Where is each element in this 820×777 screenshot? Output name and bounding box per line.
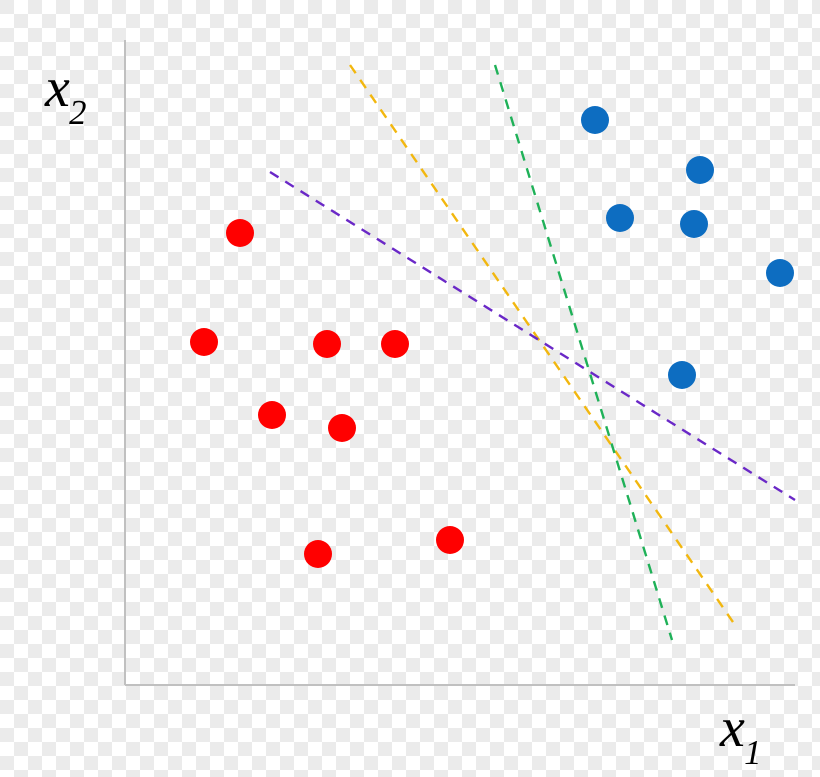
point-blue <box>680 210 708 238</box>
separating-lines <box>270 65 795 640</box>
figure-root: x2 x1 <box>0 0 820 777</box>
point-red <box>304 540 332 568</box>
point-red <box>381 330 409 358</box>
y-axis-label: x2 <box>45 60 87 125</box>
point-blue <box>668 361 696 389</box>
y-axis-label-sub: 2 <box>69 93 86 132</box>
point-blue <box>766 259 794 287</box>
x-axis-label-sub: 1 <box>744 733 761 772</box>
line-green <box>495 65 672 640</box>
point-red <box>313 330 341 358</box>
point-blue <box>686 156 714 184</box>
point-red <box>190 328 218 356</box>
point-red <box>226 219 254 247</box>
scatter-plot <box>0 0 820 777</box>
x-axis-label-base: x <box>720 697 745 759</box>
line-purple <box>270 172 795 500</box>
x-axis-label: x1 <box>720 700 762 765</box>
point-blue <box>581 106 609 134</box>
point-red <box>436 526 464 554</box>
y-axis-label-base: x <box>45 57 70 119</box>
point-blue <box>606 204 634 232</box>
axes <box>125 40 795 685</box>
point-red <box>328 414 356 442</box>
point-red <box>258 401 286 429</box>
data-points <box>190 106 794 568</box>
